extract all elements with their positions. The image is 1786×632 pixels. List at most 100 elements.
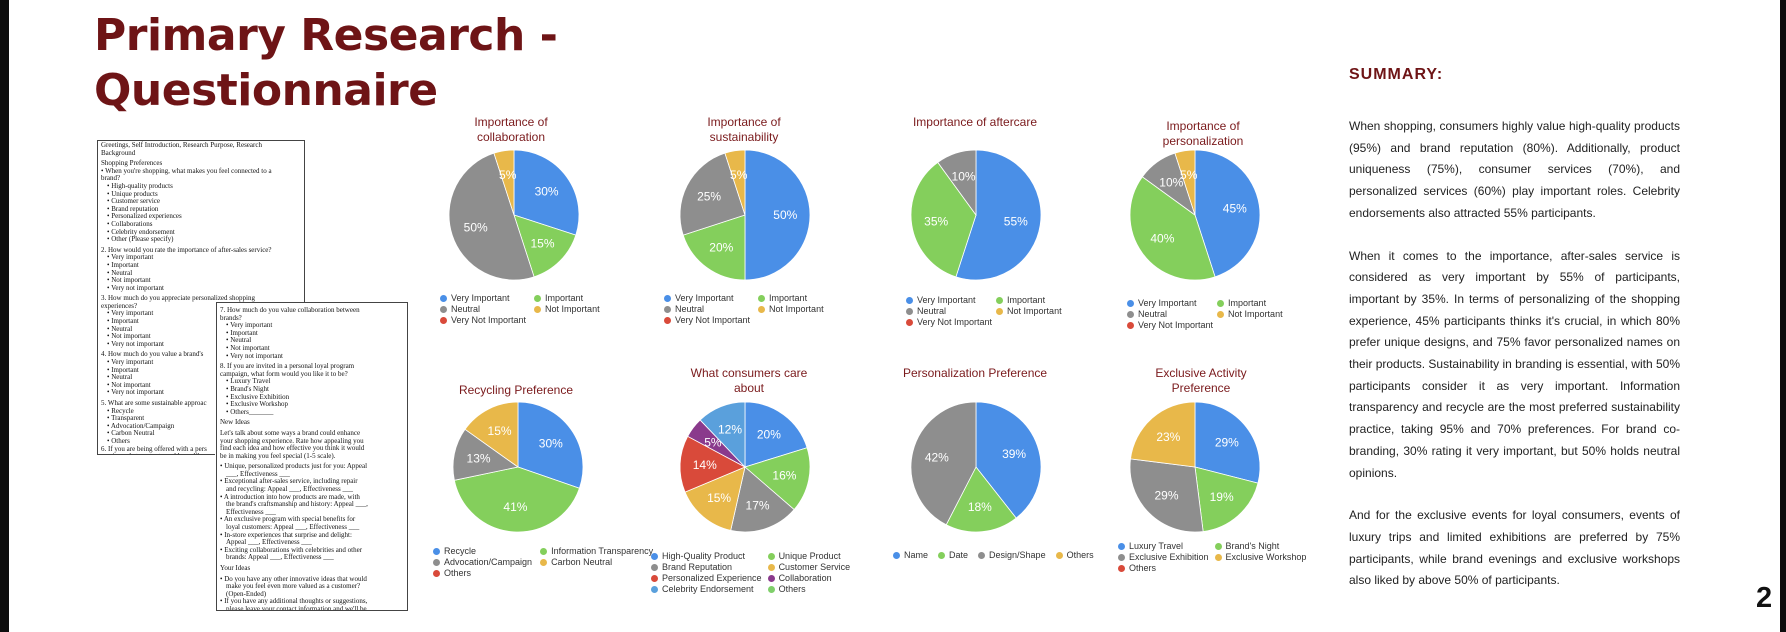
pie-chart: 29% 19% 29% 23% [1129,401,1261,533]
legend-item-exclusive-workshop: Exclusive Workshop [1214,552,1307,562]
legend-label: Very Not Important [675,315,751,325]
pie-chart: 39% 18% 42% [910,401,1042,533]
questionnaire-line: loyal customers: Appeal ___, Effectivene… [226,523,360,532]
legend-swatch [540,547,548,555]
questionnaire-line: 5. What are some sustainable approac [101,399,207,407]
legend-label: Date [949,550,969,560]
summary-body: When shopping, consumers highly value hi… [1349,116,1680,613]
summary-paragraph-3: And for the exclusive events for loyal c… [1349,508,1680,588]
pie-slice-neutral [937,149,977,217]
legend-item-others: Others [433,568,532,578]
pie-slice-neutral [448,152,535,281]
left-edge-bar [0,0,9,632]
questionnaire-line: • Brand reputation [107,204,159,213]
chart-title: Importance of personalization [1162,119,1244,148]
legend-label: Very Not Important [917,317,993,327]
pie-slice-label: 50% [464,220,488,234]
chart-legend: Very Important Important Neutral Not Import… [664,293,824,325]
questionnaire-line: • Neutral [107,268,133,277]
pie-slice-label: 50% [773,208,797,222]
legend-item-important: Important [996,295,1062,305]
legend-swatch [664,294,671,302]
pie-slice-label: 29% [1215,435,1239,449]
questionnaire-line: • Important [107,260,139,269]
chart-title: Importance of aftercare [912,115,1038,129]
legend-swatch [1127,299,1134,307]
legend-label: Important [1007,295,1046,305]
legend-swatch [767,552,775,560]
questionnaire-line: brands: Appeal ___, Effectiveness ___ [226,553,334,562]
legend-item-brand-reputation: Brand Reputation [651,562,762,572]
chart-legend: Luxury Travel Brand's Night Exclusive Exhi… [1118,541,1306,573]
legend-label: Not Important [1228,309,1283,319]
legend-item-information-transparency: Information Transparency [540,546,653,556]
legend-swatch [1118,564,1125,572]
questionnaire-line: • Recycle [107,406,134,415]
questionnaire-line: • Important [107,365,139,374]
legend-label: Brand Reputation [662,562,733,572]
questionnaire-line: Your Ideas [220,564,251,572]
questionnaire-line: • Do you have any other innovative ideas… [220,574,367,583]
questionnaire-page-2: 7. How much do you value collaboration b… [216,302,408,611]
questionnaire-line: • Not important [107,380,151,389]
legend-item-customer-service: Customer Service [767,562,850,572]
legend-label: Unique Product [778,551,841,561]
legend-item-neutral: Neutral [440,304,526,314]
questionnaire-line: Background [101,148,136,157]
legend-label: Neutral [675,304,705,314]
questionnaire-line: brands? [220,313,242,322]
legend-item-very-important: Very Important [664,293,750,303]
legend-swatch [1214,553,1222,561]
questionnaire-line: • Personalized experiences [107,212,182,221]
legend-label: Exclusive Workshop [1225,552,1307,562]
legend-item-recycle: Recycle [433,546,532,556]
questionnaire-line: • Celebrity endorsement [107,227,175,236]
pie-chart: 55% 35% 10% [910,149,1042,281]
legend-swatch [440,316,447,324]
questionnaire-line: 3. How much do you appreciate personaliz… [101,294,255,303]
legend-label: Neutral [451,304,481,314]
pie-slice-label: 14% [693,458,717,472]
questionnaire-line: • Not important [107,332,151,341]
legend-label: Recycle [444,546,477,556]
pie-slice-label: 41% [503,500,527,514]
legend-swatch [767,574,775,582]
legend-swatch [1214,542,1222,550]
pie-slice-label: 55% [1004,214,1028,228]
questionnaire-line: • In-store experiences that surprise and… [220,530,352,539]
legend-label: Very Important [675,293,734,303]
questionnaire-line: • Carbon Neutral [107,429,155,438]
legend-item-others: Others [767,584,851,594]
questionnaire-line: • Not important [107,276,151,285]
pie-slice-recycle [517,401,584,489]
pie-slice-date [945,466,1017,533]
chart-legend: Very Important Important Neutral Not Import… [440,293,600,325]
legend-swatch [433,547,440,555]
legend-swatch [440,294,447,302]
legend-item-others: Others [1055,550,1094,560]
legend-swatch [906,318,913,326]
chart-title: What consumers care about [690,366,808,395]
legend-item-very-important: Very Important [440,293,526,303]
legend-swatch [651,574,658,582]
pie-slice-label: 23% [1156,430,1180,444]
legend-swatch [893,551,900,559]
pie-slice-label: 5% [730,168,748,182]
pie-slice-label: 13% [467,452,491,466]
legend-label: Very Not Important [451,315,527,325]
right-edge-bar [1780,0,1786,632]
pie-slice-label: 25% [697,190,721,204]
legend-label: Important [1228,298,1267,308]
questionnaire-line: 4. How much do you value a brand's [101,350,204,359]
pie-slice-important [682,214,746,281]
questionnaire-line: • Customer service [107,197,160,206]
questionnaire-line: Effectiveness ___ [226,507,276,516]
legend-swatch [996,307,1004,315]
legend-item-not-important: Not Important [1217,309,1283,319]
legend-swatch [1217,310,1225,318]
legend-label: Very Not Important [1138,320,1214,330]
pie-chart: 45% 40% 10%5% [1129,149,1261,281]
questionnaire-line: make you feel even more valued as a cust… [226,582,361,591]
questionnaire-line: • Very important [107,309,154,318]
pie-slice-neutral [679,152,746,236]
